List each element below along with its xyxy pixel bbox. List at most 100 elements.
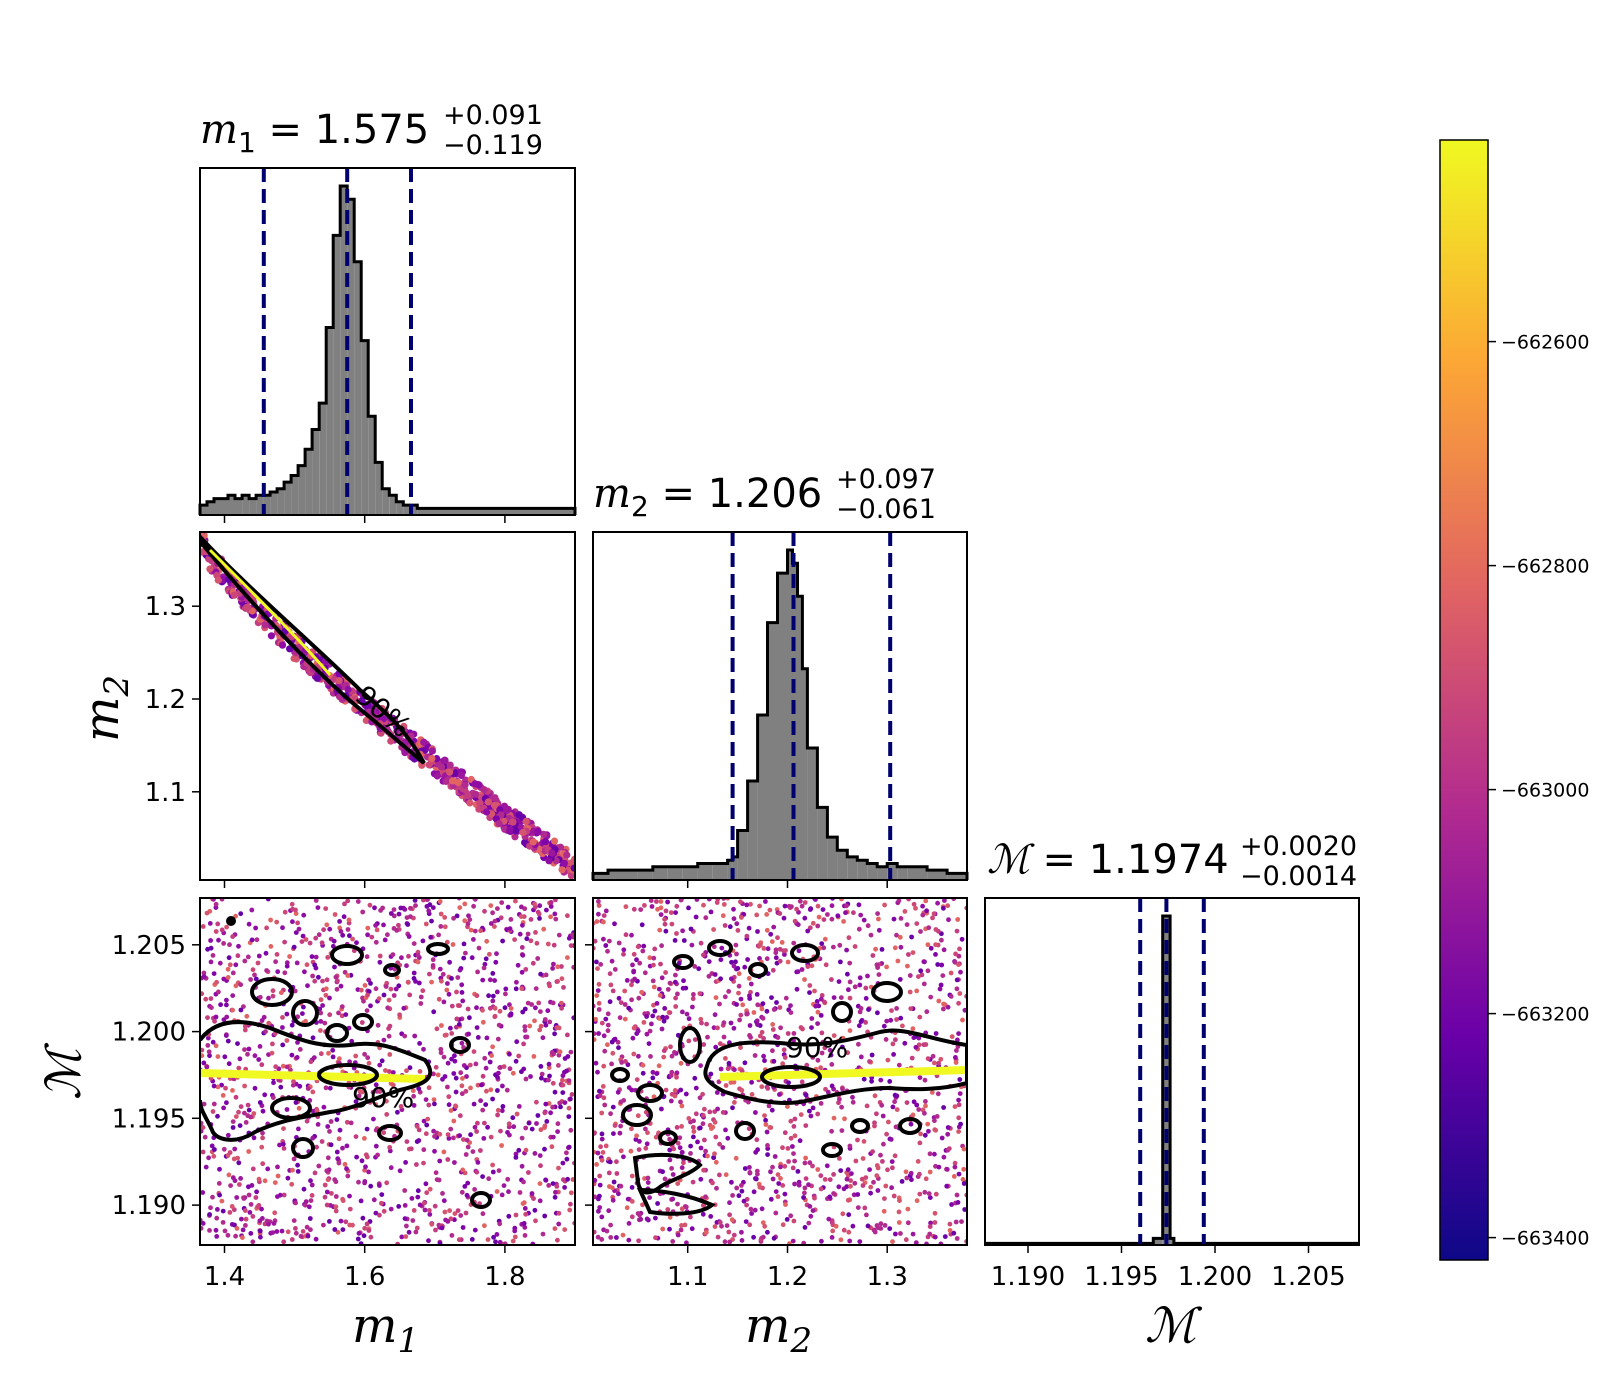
scatter-m1-chirp-point xyxy=(242,1023,248,1029)
scatter-m2-chirp-point xyxy=(690,1124,696,1130)
scatter-m1-chirp-point xyxy=(356,1230,362,1236)
scatter-m1-chirp-point xyxy=(417,1069,423,1074)
scatter-m2-chirp-point xyxy=(879,947,885,952)
scatter-m1-m2-point xyxy=(545,857,553,865)
scatter-m1-chirp-point xyxy=(480,1107,486,1113)
xlabel-m2-symbol: m xyxy=(745,1298,791,1354)
scatter-m2-chirp-point xyxy=(953,951,958,957)
scatter-m1-chirp-point xyxy=(547,983,552,989)
scatter-m1-chirp-point xyxy=(290,1082,296,1088)
scatter-m2-chirp-point xyxy=(935,962,941,967)
scatter-m2-chirp-point xyxy=(782,952,787,957)
scatter-m2-chirp-point xyxy=(952,959,958,965)
scatter-m1-chirp-point xyxy=(250,1166,256,1172)
scatter-m1-chirp-point xyxy=(462,918,468,924)
scatter-m2-chirp-point xyxy=(795,969,801,974)
scatter-m1-chirp-point xyxy=(416,1127,422,1133)
scatter-m2-chirp-point xyxy=(608,1111,613,1117)
scatter-m1-chirp-point xyxy=(532,1018,537,1024)
scatter-m2-chirp-point xyxy=(680,928,685,934)
scatter-m2-chirp-point xyxy=(782,1163,788,1169)
scatter-m2-chirp-point xyxy=(611,1179,617,1185)
scatter-m1-chirp-point xyxy=(505,1176,511,1182)
scatter-m1-chirp-point xyxy=(327,995,332,1001)
scatter-m1-chirp-point xyxy=(333,1208,339,1214)
scatter-m2-chirp-point xyxy=(942,1234,948,1239)
scatter-m2-chirp-point xyxy=(769,1107,775,1113)
hist-m1-bar xyxy=(333,235,341,515)
scatter-m1-chirp-point xyxy=(461,941,467,947)
scatter-m2-chirp-point xyxy=(827,1047,833,1053)
scatter-m1-chirp-point xyxy=(253,925,258,931)
scatter-m2-chirp-point xyxy=(691,1118,696,1124)
scatter-m1-chirp-point xyxy=(487,977,493,983)
scatter-m2-chirp-point xyxy=(686,1038,692,1044)
scatter-m2-chirp-point xyxy=(610,1197,616,1203)
scatter-m1-chirp-point xyxy=(488,921,494,926)
scatter-m2-chirp-point xyxy=(818,1013,824,1018)
scatter-m1-chirp-point xyxy=(415,1194,421,1200)
scatter-m1-chirp-point xyxy=(446,1094,452,1100)
scatter-m2-chirp-point xyxy=(634,1077,640,1082)
scatter-m1-chirp-point xyxy=(463,950,468,956)
scatter-m2-chirp-point xyxy=(765,1143,770,1148)
scatter-m1-chirp-point xyxy=(460,1076,465,1081)
scatter-m1-chirp-point xyxy=(310,1035,316,1041)
scatter-m1-m2-point xyxy=(428,754,436,763)
scatter-m1-chirp-point xyxy=(362,1225,368,1231)
scatter-m2-chirp-point xyxy=(650,1013,656,1019)
scatter-m2-chirp-point xyxy=(891,1052,896,1057)
scatter-m2-chirp-point xyxy=(896,898,902,904)
scatter-m2-chirp-point xyxy=(736,990,741,996)
scatter-m1-chirp-point xyxy=(334,986,340,992)
scatter-m1-chirp-point xyxy=(382,937,388,943)
scatter-m2-chirp-point xyxy=(878,1077,884,1083)
scatter-m2-chirp-point xyxy=(956,1102,962,1108)
scatter-m1-chirp-point xyxy=(449,1233,455,1238)
scatter-m2-chirp-point xyxy=(813,1003,819,1009)
scatter-m2-chirp-point xyxy=(748,901,753,907)
scatter-m1-chirp-point xyxy=(327,1129,332,1134)
scatter-m2-chirp-point xyxy=(946,1146,952,1151)
scatter-m2-chirp-point xyxy=(914,1102,920,1108)
scatter-m2-chirp-point xyxy=(731,1025,737,1031)
scatter-m2-chirp-point xyxy=(927,1195,933,1200)
scatter-m2-chirp-point xyxy=(708,1071,714,1077)
scatter-m1-chirp-point xyxy=(325,1124,331,1129)
scatter-m1-chirp-point xyxy=(456,1022,462,1027)
scatter-m1-chirp-point xyxy=(371,1116,376,1122)
scatter-m2-chirp-point xyxy=(636,1147,642,1152)
scatter-m2-chirp-point xyxy=(927,1169,933,1175)
scatter-m2-chirp-point xyxy=(807,907,813,912)
scatter-m1-chirp-point xyxy=(487,951,492,957)
scatter-m1-chirp-point xyxy=(476,945,482,951)
scatter-m2-chirp-point xyxy=(612,1123,618,1128)
scatter-m1-chirp-point xyxy=(542,1017,548,1022)
hist-m2-bar xyxy=(907,866,928,880)
scatter-m1-chirp-point xyxy=(517,931,523,937)
title-m1-symbol: m xyxy=(200,107,238,153)
scatter-m1-chirp-point xyxy=(207,1228,212,1233)
scatter-m2-chirp-point xyxy=(712,1151,717,1157)
scatter-m1-chirp-point xyxy=(313,898,319,903)
scatter-m1-chirp-point xyxy=(229,1204,235,1209)
scatter-m2-chirp-point xyxy=(605,948,610,954)
scatter-m2-chirp-point xyxy=(936,1060,941,1066)
scatter-m2-chirp-point xyxy=(754,1018,760,1024)
scatter-m2-chirp-point xyxy=(828,1052,834,1058)
scatter-m1-chirp-point xyxy=(200,1053,205,1059)
hist-m1-bar xyxy=(263,495,271,515)
scatter-m2-chirp-point xyxy=(623,1059,628,1064)
scatter-m1-chirp-point xyxy=(319,940,325,946)
scatter-m2-chirp-point xyxy=(679,1165,685,1171)
title-chirp-minus: −0.0014 xyxy=(1240,861,1357,892)
scatter-m2-chirp-point xyxy=(847,1238,853,1244)
scatter-m2-chirp-point xyxy=(935,1091,941,1097)
scatter-m1-chirp-point xyxy=(519,969,525,975)
scatter-m1-chirp-point xyxy=(480,1073,486,1079)
scatter-m1-chirp-point xyxy=(246,921,252,927)
scatter-m2-chirp-point xyxy=(812,1195,817,1201)
contour-island xyxy=(790,943,820,963)
